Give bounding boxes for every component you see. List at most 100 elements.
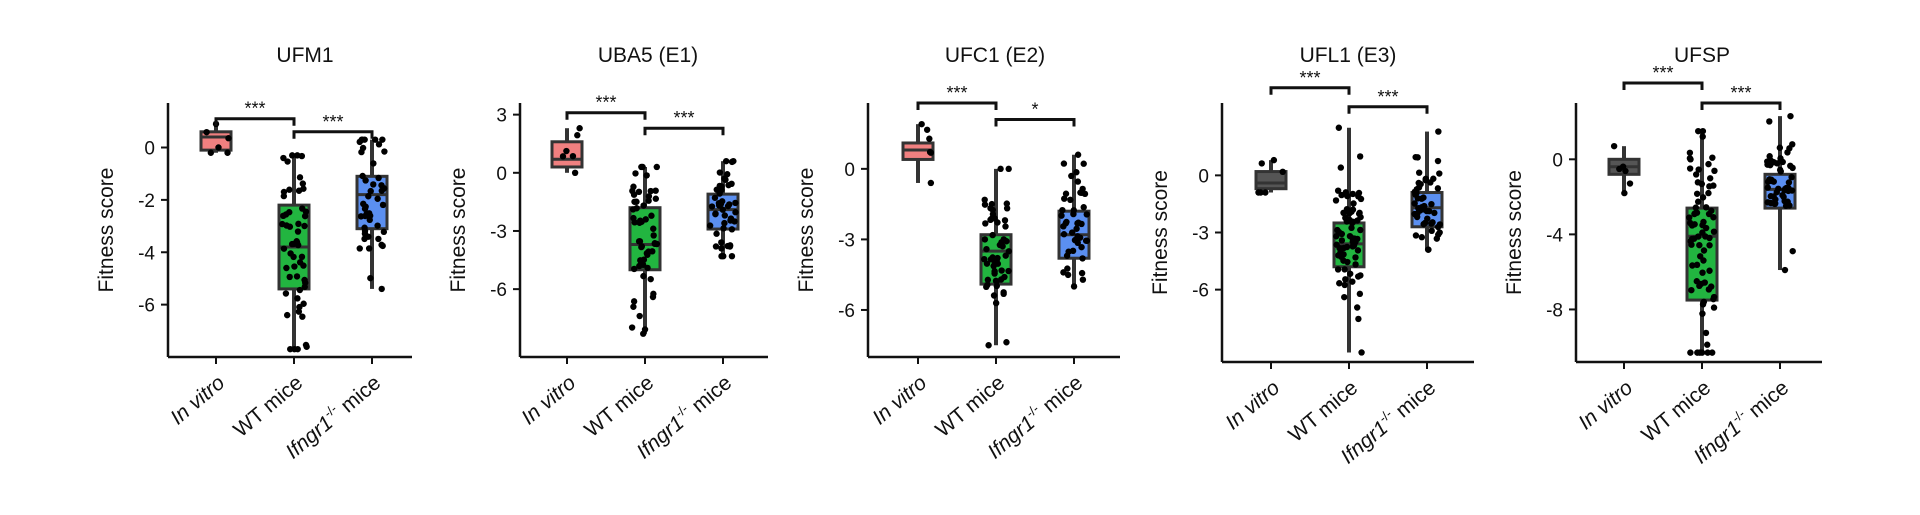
data-point [1411,210,1418,218]
data-point [1785,179,1793,186]
significance-bracket [916,101,998,110]
data-point [1069,229,1076,236]
data-point [1700,298,1708,306]
x-tick-label-main: In vitro [1574,376,1637,434]
data-point [1709,154,1716,161]
y-axis-label: Fitness score [1149,170,1172,295]
data-point [1083,211,1090,218]
y-tick-label: 0 [144,139,155,160]
data-point [1696,349,1704,356]
data-point [993,278,1000,285]
data-point [728,180,735,188]
data-point [286,273,293,281]
data-point [1079,255,1086,262]
data-point [287,250,294,257]
data-point [379,201,387,209]
data-point [1002,252,1009,259]
data-point [984,276,992,284]
x-tick-label-main: WT mice [580,371,658,442]
data-point [371,136,379,143]
data-point [1065,248,1072,255]
data-point [1781,266,1789,274]
data-point [1412,232,1420,239]
data-point [225,135,232,142]
data-point [1003,205,1011,212]
data-point [1420,206,1428,213]
data-point [1767,161,1774,169]
significance-label: *** [1299,68,1320,88]
data-point [1428,200,1435,208]
data-point [989,210,997,218]
data-point [993,282,1000,290]
data-point [1340,244,1348,252]
data-point [1787,162,1794,170]
data-point [1414,154,1421,161]
y-tick-label: -2 [138,191,155,212]
data-point [356,245,363,252]
data-point [286,186,293,193]
data-point [1702,204,1710,211]
data-point [1706,242,1713,249]
data-point [296,303,303,311]
data-point [1789,141,1796,148]
data-point [300,185,307,192]
data-point [1005,165,1012,173]
data-point [983,245,990,253]
data-point [1415,204,1422,212]
data-point [1704,349,1711,356]
data-point [1334,266,1342,273]
x-tick-label-tail: mice [332,371,385,421]
data-point [296,174,304,181]
data-point [1764,199,1771,206]
data-point [1775,185,1782,192]
data-point [1062,190,1070,197]
x-tick-label: In vitro [1221,376,1284,434]
significance-label: *** [1730,83,1751,103]
x-tick-label: WT mice [580,371,658,442]
data-point [1352,261,1359,268]
data-point [1350,200,1357,207]
data-point [711,194,719,201]
data-point [1619,163,1627,170]
significance-bracket [1269,86,1351,95]
data-point [1610,142,1618,150]
data-point [1355,273,1362,280]
significance-label: *** [244,99,265,119]
data-point [1068,172,1075,180]
panel-3: UFC1 (E2) Fitness score 0 -3 -6 In vitro WT mi… [795,44,1120,464]
data-point [361,227,369,235]
x-tick-label-tail: mice [683,371,736,421]
data-point [1349,278,1356,285]
data-point [1686,165,1694,172]
x-tick-label: WT mice [931,371,1009,442]
data-point [1420,220,1427,228]
data-point [629,206,637,213]
data-point [1064,271,1072,279]
data-point [1349,190,1357,198]
y-tick-label: 0 [844,160,855,181]
y-tick-label: -6 [138,296,155,317]
data-point [1342,276,1349,283]
data-point [1080,204,1087,211]
data-point [1693,261,1701,269]
data-point [1434,185,1442,192]
data-point [1061,195,1068,202]
data-point [1341,266,1348,273]
y-tick-label: -3 [1192,224,1209,245]
data-point [295,220,302,228]
data-point [642,216,649,223]
data-point [644,264,651,272]
data-point [985,342,992,349]
data-point [303,343,310,350]
data-point [720,252,727,260]
data-point [299,313,306,320]
y-tick-label: -6 [838,301,855,322]
data-point [1346,216,1353,224]
data-point [721,212,729,219]
x-tick-label-main: WT mice [1637,376,1715,447]
y-tick-label: -3 [838,230,855,251]
data-point [1705,160,1712,168]
data-point [289,152,296,159]
data-point [1258,160,1265,167]
